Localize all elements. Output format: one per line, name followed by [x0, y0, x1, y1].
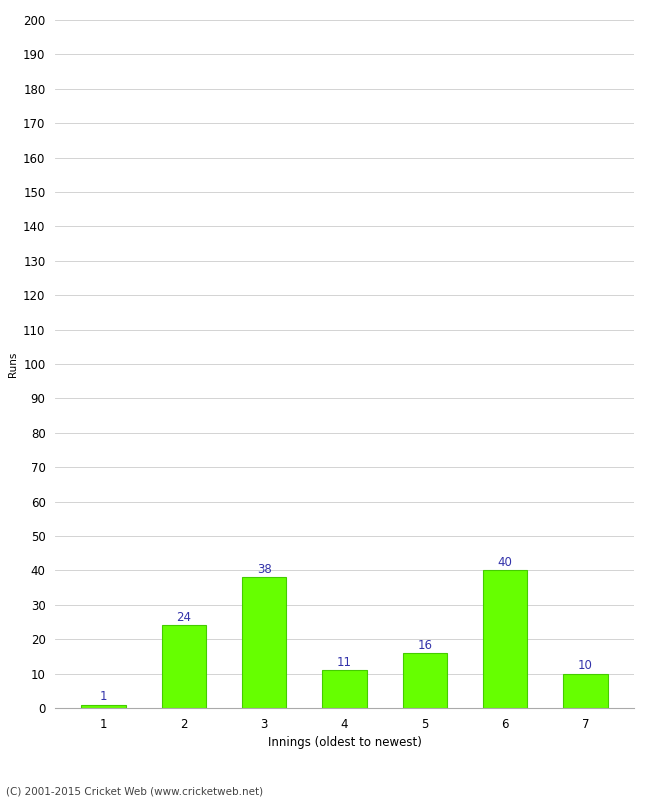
Bar — [564, 674, 608, 708]
Text: 40: 40 — [498, 556, 513, 569]
Bar — [322, 670, 367, 708]
Bar — [483, 570, 527, 708]
Text: 10: 10 — [578, 659, 593, 672]
Text: 16: 16 — [417, 638, 432, 651]
Bar — [242, 578, 286, 708]
Bar — [403, 653, 447, 708]
Text: 11: 11 — [337, 656, 352, 669]
Y-axis label: Runs: Runs — [8, 351, 18, 377]
X-axis label: Innings (oldest to newest): Innings (oldest to newest) — [268, 736, 421, 750]
Bar — [162, 626, 206, 708]
Text: 38: 38 — [257, 563, 272, 576]
Text: 1: 1 — [99, 690, 107, 703]
Bar — [81, 705, 125, 708]
Text: 24: 24 — [176, 611, 191, 624]
Text: (C) 2001-2015 Cricket Web (www.cricketweb.net): (C) 2001-2015 Cricket Web (www.cricketwe… — [6, 786, 264, 796]
